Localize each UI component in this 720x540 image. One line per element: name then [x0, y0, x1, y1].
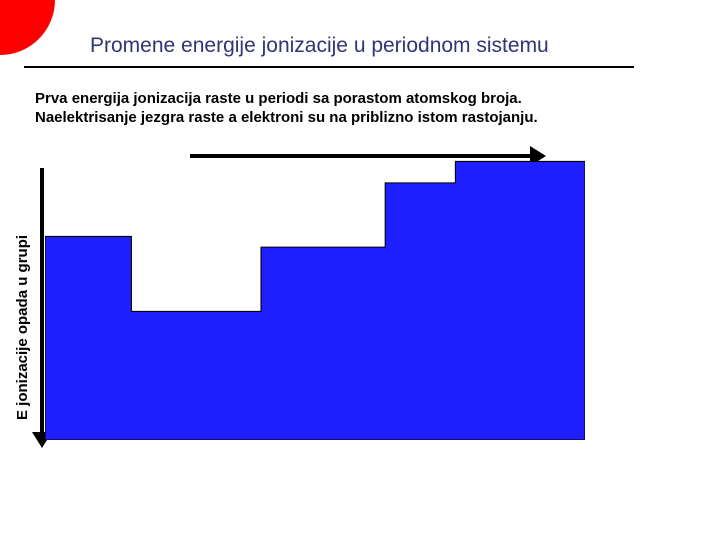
- y-axis-label: E jonizacije opada u grupi: [14, 235, 31, 420]
- slide-title: Promene energije jonizacije u periodnom …: [90, 34, 549, 58]
- description-text: Prva energija jonizacija raste u periodi…: [35, 90, 538, 128]
- description-line1: Prva energija jonizacija raste u periodi…: [35, 90, 522, 107]
- slide: Promene energije jonizacije u periodnom …: [0, 0, 720, 540]
- ionization-shape-polygon: [45, 161, 585, 440]
- trend-arrow-vertical: [40, 168, 44, 432]
- ionization-energy-shape: [45, 140, 635, 460]
- title-underline: [24, 66, 634, 68]
- corner-decoration: [0, 0, 55, 55]
- ionization-shape-svg: [45, 140, 585, 440]
- description-line2: Naelektrisanje jezgra raste a elektroni …: [35, 109, 538, 126]
